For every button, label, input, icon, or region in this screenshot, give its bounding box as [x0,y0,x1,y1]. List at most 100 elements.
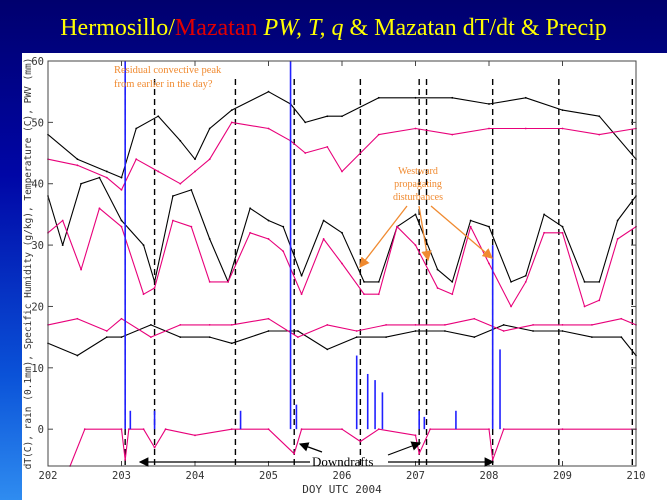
point-pwv-hermosillo-1 [76,158,79,161]
series-temperature-hermosillo [47,176,637,283]
y-tick-label-6: 60 [31,56,44,68]
point-temperature-mazatan-25 [510,305,512,308]
point-specific-humidity-mazatan-5 [179,323,182,326]
point-specific-humidity-mazatan-19 [591,323,593,326]
point-pwv-mazatan-8 [208,158,211,161]
point-temperature-hermosillo-29 [583,281,586,283]
chart: 202 203 204 205 206 207 208 209 210 0 10 20 30 40 50 60… [23,56,645,496]
series-specific-humidity-mazatan [47,317,637,339]
series-specific-humidity-hermosillo [47,323,637,357]
point-specific-humidity-mazatan-4 [150,336,152,339]
point-pwv-hermosillo-3 [120,176,123,179]
point-pwv-hermosillo-13 [326,115,329,118]
point-pwv-hermosillo-8 [208,127,211,130]
point-specific-humidity-hermosillo-12 [385,336,387,339]
point-specific-humidity-hermosillo-6 [208,336,211,339]
point-temperature-hermosillo-23 [469,219,472,222]
x-tick-label-1: 203 [112,470,131,482]
point-temperature-hermosillo-31 [616,219,619,222]
y-tick-label-5: 50 [31,117,44,129]
point-dt-mazatan-3 [124,458,127,461]
point-temperature-mazatan-28 [561,231,564,234]
x-tick-label-5: 207 [406,470,425,482]
series-temperature-mazatan [47,207,637,308]
annotation-westward-line3: disturbances [393,192,443,203]
title-part-rest: & Mazatan dT/dt & Precip [343,15,607,41]
plot-area [47,61,637,467]
series-pwv-hermosillo [47,90,637,179]
point-specific-humidity-mazatan-20 [620,317,623,320]
point-pwv-mazatan-5 [157,170,160,173]
point-dt-mazatan-12 [300,428,303,431]
point-dt-mazatan-5 [142,428,145,431]
point-specific-humidity-mazatan-7 [230,323,233,326]
point-temperature-mazatan-19 [396,225,399,228]
point-temperature-mazatan-22 [451,293,454,296]
x-tick-label-2: 204 [186,470,205,482]
point-temperature-mazatan-26 [524,281,527,283]
point-temperature-mazatan-30 [598,299,601,302]
annotation-westward-line2: propagating [394,179,442,190]
point-temperature-hermosillo-28 [561,225,564,228]
point-temperature-hermosillo-27 [543,213,546,216]
point-pwv-mazatan-1 [76,164,79,167]
point-temperature-mazatan-16 [341,262,343,265]
point-temperature-hermosillo-18 [377,281,380,283]
point-temperature-mazatan-18 [377,293,380,296]
point-specific-humidity-mazatan-9 [297,336,299,339]
point-temperature-mazatan-1 [61,219,64,222]
point-temperature-hermosillo-30 [598,281,601,283]
point-specific-humidity-mazatan-16 [502,330,505,332]
point-temperature-mazatan-21 [436,287,439,289]
point-temperature-hermosillo-4 [120,219,123,222]
point-temperature-mazatan-23 [469,225,472,228]
point-pwv-hermosillo-15 [377,96,380,99]
point-specific-humidity-hermosillo-16 [502,323,505,326]
axes: 202 203 204 205 206 207 208 209 210 0 10 20 30 40 50 60… [23,56,645,496]
point-temperature-mazatan-3 [98,207,101,210]
point-pwv-hermosillo-20 [561,109,564,111]
point-pwv-mazatan-12 [304,152,307,154]
point-dt-mazatan-20 [491,458,494,461]
point-specific-humidity-hermosillo-15 [473,336,476,339]
x-tick-label-0: 202 [39,470,58,482]
point-temperature-hermosillo-24 [488,225,490,228]
point-temperature-mazatan-20 [414,244,417,246]
point-pwv-hermosillo-14 [341,115,343,118]
point-temperature-hermosillo-17 [363,281,365,283]
point-temperature-hermosillo-14 [300,274,303,277]
point-specific-humidity-hermosillo-4 [150,323,152,326]
point-specific-humidity-mazatan-13 [414,323,417,326]
annotation-arrow-downdraft-3 [387,441,422,456]
point-specific-humidity-mazatan-10 [326,323,329,326]
point-dt-mazatan-18 [429,428,432,431]
point-temperature-mazatan-13 [282,250,285,253]
point-specific-humidity-hermosillo-8 [267,330,270,332]
point-specific-humidity-mazatan-12 [385,323,387,326]
point-dt-mazatan-8 [194,434,196,437]
y-tick-label-0: 0 [38,424,44,436]
point-specific-humidity-mazatan-2 [105,330,108,332]
series-line-dt-mazatan [69,428,636,467]
point-pwv-hermosillo-9 [230,109,233,111]
point-specific-humidity-hermosillo-5 [179,336,182,339]
point-specific-humidity-hermosillo-14 [444,330,446,332]
series-line-temperature-hermosillo [47,177,637,283]
point-specific-humidity-mazatan-18 [561,323,564,326]
point-pwv-mazatan-6 [179,182,182,185]
point-dt-mazatan-2 [120,428,123,431]
point-temperature-hermosillo-26 [524,274,527,277]
point-temperature-hermosillo-6 [153,281,156,283]
y-tick-label-2: 20 [31,301,44,313]
point-specific-humidity-hermosillo-11 [355,336,358,339]
point-specific-humidity-hermosillo-7 [230,342,233,345]
point-temperature-hermosillo-20 [414,213,417,216]
annotation-downdrafts: Downdrafts [312,454,373,469]
annotation-residual-line2: from earlier in the day? [114,79,213,90]
point-temperature-hermosillo-9 [208,238,211,240]
point-temperature-mazatan-17 [363,293,365,296]
point-dt-mazatan-6 [153,446,156,449]
point-temperature-hermosillo-13 [282,225,285,228]
point-pwv-mazatan-15 [377,133,380,136]
annotation-arrow-westward-3 [430,205,493,259]
